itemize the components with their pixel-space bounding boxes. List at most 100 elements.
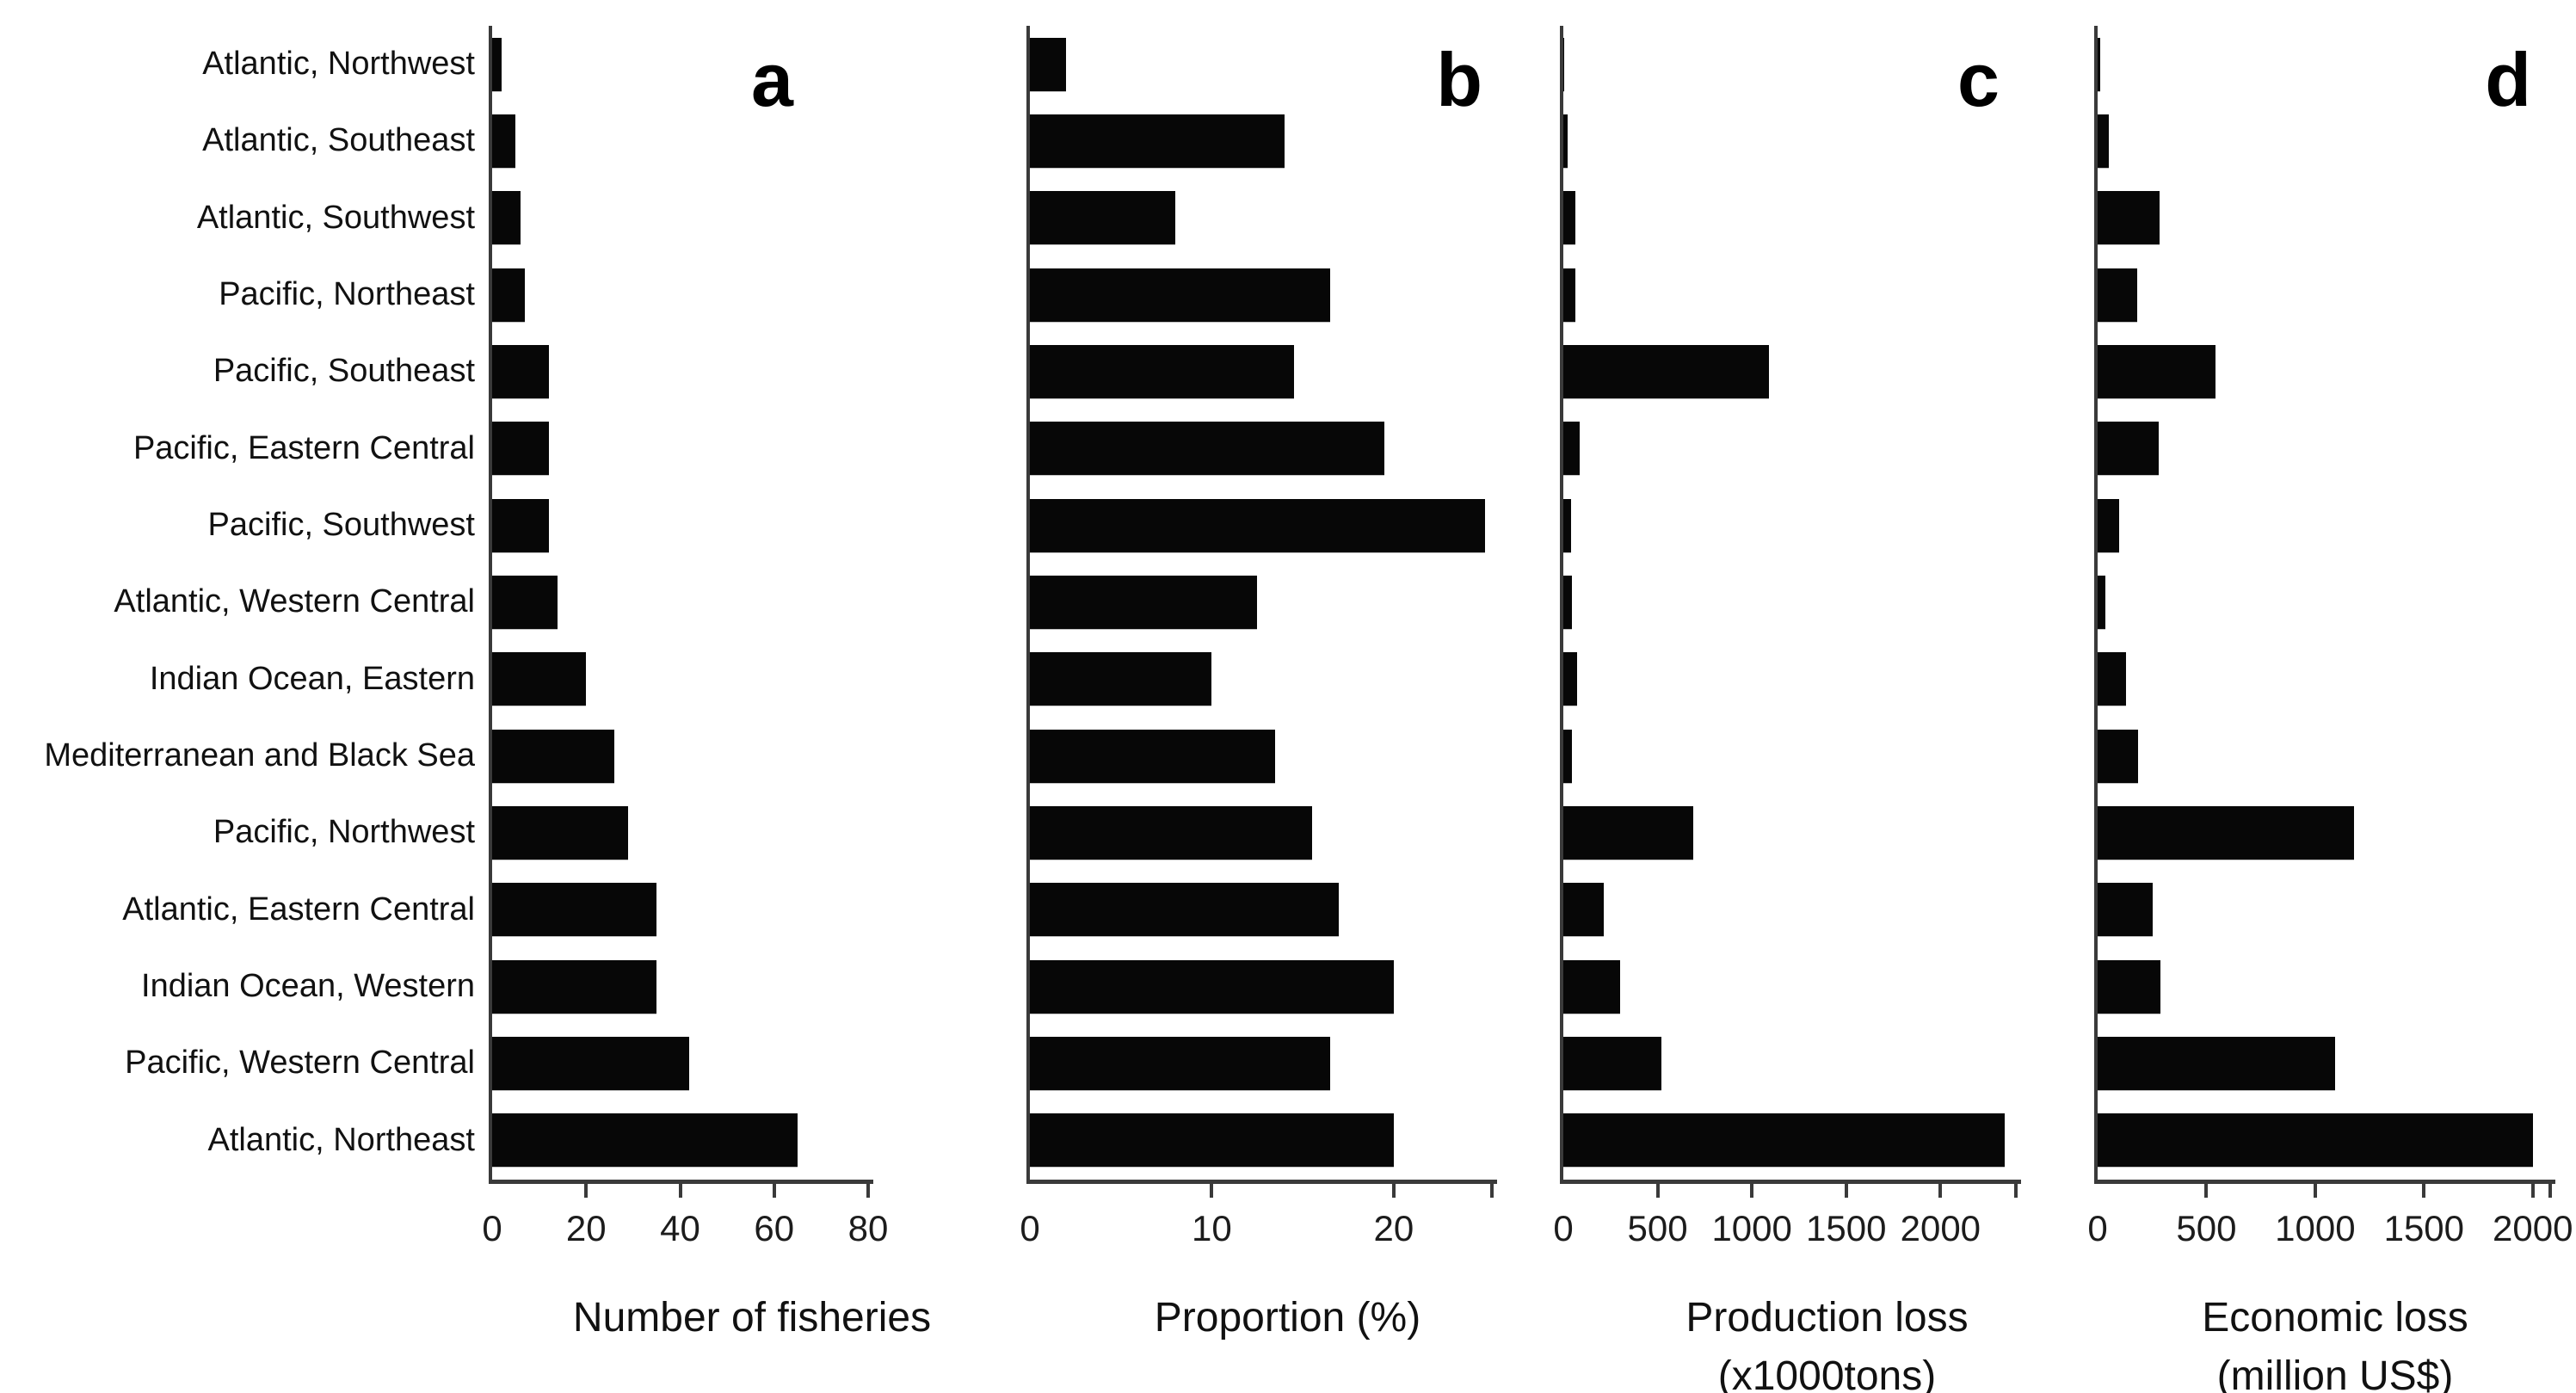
axis-tick-c-2 [1844, 1182, 1848, 1198]
category-label-14: Pacific, Western Central [125, 1045, 475, 1082]
tick-label-d-500: 500 [2176, 1208, 2237, 1248]
bar-a-13 [492, 959, 657, 1014]
bar-b-6 [1030, 422, 1385, 476]
bar-b-13 [1030, 959, 1394, 1014]
plot-area-c [1560, 26, 2016, 1180]
panel-letter-c: c [1957, 37, 2000, 122]
tick-label-c-1000: 1000 [1711, 1208, 1792, 1248]
axis-tick-a-4 [866, 1182, 870, 1198]
bar-d-2 [2098, 114, 2109, 168]
panel-letter-a: a [751, 37, 793, 122]
bar-d-4 [2098, 268, 2137, 322]
category-label-13: Indian Ocean, Western [141, 968, 475, 1005]
axis-tick-c-1 [1750, 1182, 1754, 1198]
plot-area-a [489, 26, 868, 1180]
bar-a-5 [492, 345, 549, 399]
tick-label-d-0: 0 [2087, 1208, 2108, 1248]
bar-c-10 [1563, 729, 1572, 783]
bar-a-2 [492, 114, 516, 168]
bar-a-10 [492, 729, 615, 783]
tick-label-a-40: 40 [660, 1208, 700, 1248]
panel-letter-d: d [2485, 37, 2531, 122]
bar-b-10 [1030, 729, 1276, 783]
bar-c-11 [1563, 806, 1694, 860]
bar-b-2 [1030, 114, 1285, 168]
bar-a-7 [492, 498, 549, 552]
bar-c-9 [1563, 652, 1578, 706]
category-label-12: Atlantic, Eastern Central [122, 891, 475, 928]
bar-d-8 [2098, 576, 2105, 630]
plot-area-b [1026, 26, 1492, 1180]
bar-b-7 [1030, 498, 1485, 552]
category-label-8: Atlantic, Western Central [114, 583, 475, 620]
x-axis-a [489, 1180, 873, 1184]
axis-title-line: (x1000tons) [1717, 1353, 1937, 1393]
bar-d-9 [2098, 652, 2126, 706]
bar-d-7 [2098, 498, 2120, 552]
axis-tick-b-2 [1490, 1182, 1494, 1198]
bar-b-5 [1030, 345, 1294, 399]
panel-d: 0 500 1000 1500 2000 d Economic loss (million U… [2087, 0, 2576, 1393]
bar-d-3 [2098, 191, 2160, 245]
axis-tick-d-4 [2548, 1182, 2552, 1198]
bar-c-7 [1563, 498, 1571, 552]
category-label-7: Pacific, Southwest [207, 507, 475, 544]
bar-c-2 [1563, 114, 1568, 168]
tick-label-a-0: 0 [482, 1208, 502, 1248]
chart-panels: 0 20 40 60 80 a Number of fisheries 0 10 20 b Propo… [482, 0, 2576, 1393]
axis-tick-c-4 [2014, 1182, 2018, 1198]
category-label-1: Atlantic, Northwest [202, 46, 475, 83]
bar-a-3 [492, 191, 521, 245]
bar-c-5 [1563, 345, 1769, 399]
axis-title-line: (million US$) [2216, 1353, 2454, 1393]
axis-tick-b-1 [1391, 1182, 1396, 1198]
bar-b-11 [1030, 806, 1312, 860]
tick-label-d-1500: 1500 [2383, 1208, 2465, 1248]
category-label-4: Pacific, Northeast [219, 276, 475, 313]
bar-b-8 [1030, 576, 1258, 630]
axis-title-line: Economic loss [2202, 1295, 2468, 1341]
bar-a-15 [492, 1113, 798, 1168]
bar-a-11 [492, 806, 629, 860]
tick-label-b-0: 0 [1020, 1208, 1040, 1248]
axis-title-b: Proportion (%) [1015, 1289, 1560, 1347]
axis-tick-a-0 [584, 1182, 589, 1198]
bar-c-13 [1563, 959, 1620, 1014]
axis-tick-d-2 [2422, 1182, 2426, 1198]
axis-title-a: Number of fisheries [489, 1289, 1015, 1347]
category-label-15: Atlantic, Northeast [207, 1121, 475, 1158]
bar-a-9 [492, 652, 587, 706]
bar-a-4 [492, 268, 526, 322]
panel-letter-b: b [1436, 37, 1482, 122]
panel-c: 0 500 1000 1500 2000 c Production loss (x1000to… [1553, 0, 2094, 1393]
tick-label-b-10: 10 [1192, 1208, 1232, 1248]
panel-b: 0 10 20 b Proportion (%) [1015, 0, 1560, 1393]
plot-area-d [2094, 26, 2550, 1180]
tick-label-c-0: 0 [1553, 1208, 1574, 1248]
bar-a-14 [492, 1037, 690, 1091]
tick-label-a-80: 80 [847, 1208, 889, 1248]
category-label-3: Atlantic, Southwest [196, 199, 475, 236]
axis-title-line: Proportion (%) [1154, 1295, 1421, 1341]
bar-d-5 [2098, 345, 2215, 399]
category-label-2: Atlantic, Southeast [202, 122, 475, 159]
bar-b-4 [1030, 268, 1330, 322]
x-axis-c [1560, 1180, 2021, 1184]
axis-title-c: Production loss (x1000tons) [1560, 1289, 2094, 1393]
category-labels-column: Atlantic, Northwest Atlantic, Southeast At… [0, 0, 489, 1393]
axis-tick-c-0 [1655, 1182, 1660, 1198]
category-label-11: Pacific, Northwest [213, 814, 475, 851]
bar-b-14 [1030, 1037, 1330, 1091]
tick-label-c-2000: 2000 [1900, 1208, 1981, 1248]
bar-c-12 [1563, 883, 1605, 937]
tick-label-d-1000: 1000 [2275, 1208, 2356, 1248]
axis-tick-a-1 [678, 1182, 682, 1198]
bar-c-3 [1563, 191, 1576, 245]
category-label-6: Pacific, Eastern Central [132, 429, 475, 466]
bar-d-10 [2098, 729, 2138, 783]
bar-c-15 [1563, 1113, 2005, 1168]
bar-c-4 [1563, 268, 1576, 322]
tick-label-c-1500: 1500 [1806, 1208, 1887, 1248]
axis-title-line: Production loss [1685, 1295, 1969, 1341]
